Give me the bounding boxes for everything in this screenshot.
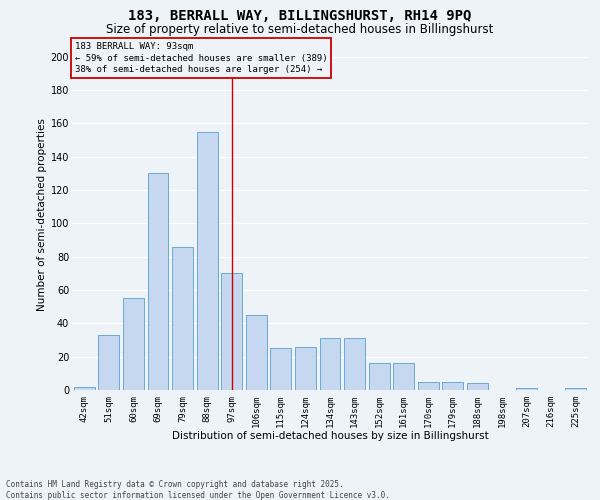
Bar: [197, 132, 218, 390]
Bar: [320, 338, 340, 390]
Bar: [565, 388, 586, 390]
Bar: [393, 364, 414, 390]
Bar: [98, 335, 119, 390]
Bar: [221, 274, 242, 390]
Bar: [172, 246, 193, 390]
Bar: [467, 384, 488, 390]
Bar: [246, 315, 267, 390]
Bar: [271, 348, 292, 390]
Bar: [344, 338, 365, 390]
Text: 183, BERRALL WAY, BILLINGSHURST, RH14 9PQ: 183, BERRALL WAY, BILLINGSHURST, RH14 9P…: [128, 9, 472, 23]
Bar: [148, 174, 169, 390]
Bar: [368, 364, 389, 390]
Bar: [123, 298, 144, 390]
X-axis label: Distribution of semi-detached houses by size in Billingshurst: Distribution of semi-detached houses by …: [172, 432, 488, 442]
Y-axis label: Number of semi-detached properties: Number of semi-detached properties: [37, 118, 47, 312]
Text: Size of property relative to semi-detached houses in Billingshurst: Size of property relative to semi-detach…: [106, 22, 494, 36]
Bar: [74, 386, 95, 390]
Bar: [295, 346, 316, 390]
Bar: [418, 382, 439, 390]
Text: 183 BERRALL WAY: 93sqm
← 59% of semi-detached houses are smaller (389)
38% of se: 183 BERRALL WAY: 93sqm ← 59% of semi-det…: [74, 42, 327, 74]
Bar: [516, 388, 537, 390]
Bar: [442, 382, 463, 390]
Text: Contains HM Land Registry data © Crown copyright and database right 2025.
Contai: Contains HM Land Registry data © Crown c…: [6, 480, 390, 500]
